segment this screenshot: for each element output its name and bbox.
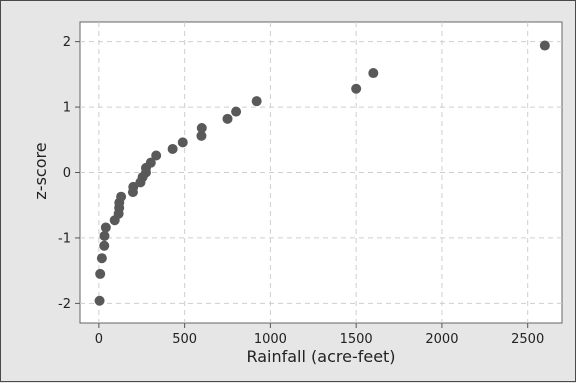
axes: 0 500 1000 1500 2000 2500 -2 -1 0 1 2: [58, 35, 544, 347]
data-point: [151, 150, 162, 161]
plot-area: [79, 21, 563, 324]
x-axis-label: Rainfall (acre-feet): [246, 347, 395, 366]
y-axis-label: z-score: [31, 142, 50, 199]
data-point: [231, 106, 242, 117]
data-point: [167, 143, 178, 154]
x-tick-label: 0: [95, 332, 103, 347]
data-points: [94, 40, 550, 306]
y-tick-label: 1: [63, 101, 71, 116]
x-tick-label: 1000: [254, 332, 287, 347]
data-point: [539, 40, 550, 51]
y-tick-label: 0: [63, 166, 71, 181]
data-point: [251, 96, 262, 107]
data-point: [99, 240, 110, 251]
y-tick-label: -2: [58, 297, 71, 312]
data-point: [351, 83, 362, 94]
data-point: [222, 113, 233, 124]
data-point: [177, 137, 188, 148]
data-point: [100, 222, 111, 233]
data-point: [96, 253, 107, 264]
x-tick-label: 1500: [340, 332, 373, 347]
data-point: [95, 268, 106, 279]
x-tick-label: 2500: [511, 332, 544, 347]
y-tick-label: -1: [58, 231, 71, 246]
x-tick-label: 2000: [425, 332, 458, 347]
data-point: [128, 181, 139, 192]
data-point: [368, 68, 379, 79]
data-point: [145, 157, 156, 168]
data-point: [196, 130, 207, 141]
x-tick-label: 500: [172, 332, 197, 347]
data-point: [196, 123, 207, 134]
data-point: [99, 230, 110, 241]
data-point: [94, 295, 105, 306]
data-point: [116, 191, 127, 202]
y-tick-label: 2: [63, 35, 71, 50]
